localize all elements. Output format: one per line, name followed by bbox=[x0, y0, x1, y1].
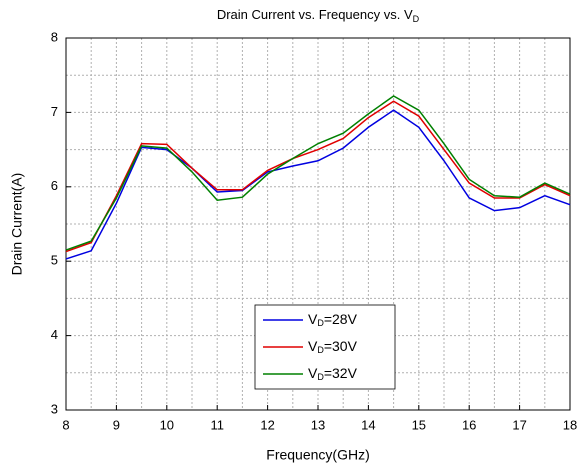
data-line bbox=[65, 100, 571, 253]
y-tick-label: 4 bbox=[51, 327, 58, 342]
y-axis-label: Drain Current(A) bbox=[9, 173, 25, 276]
x-tick-label: 14 bbox=[361, 417, 375, 432]
data-line bbox=[65, 95, 571, 251]
x-axis-label: Frequency(GHz) bbox=[266, 447, 369, 463]
x-tick-label: 16 bbox=[462, 417, 476, 432]
chart-title: Drain Current vs. Frequency vs. VD bbox=[217, 7, 420, 24]
plot-frame bbox=[65, 37, 571, 411]
x-tick-label: 15 bbox=[412, 417, 426, 432]
y-tick-label: 8 bbox=[51, 29, 58, 44]
x-tick-label: 17 bbox=[512, 417, 526, 432]
y-tick-label: 6 bbox=[51, 178, 58, 193]
data-line bbox=[65, 109, 571, 260]
x-tick-label: 11 bbox=[210, 417, 224, 432]
legend-label: VD=32V bbox=[308, 365, 358, 383]
x-tick-label: 18 bbox=[563, 417, 577, 432]
legend-label: VD=30V bbox=[308, 338, 358, 356]
x-tick-label: 10 bbox=[160, 417, 174, 432]
y-tick-label: 5 bbox=[51, 253, 58, 268]
x-tick-label: 9 bbox=[113, 417, 120, 432]
y-tick-label: 3 bbox=[51, 401, 58, 416]
x-tick-label: 12 bbox=[260, 417, 274, 432]
legend-label: VD=28V bbox=[308, 311, 358, 329]
y-tick-label: 7 bbox=[51, 104, 58, 119]
x-tick-label: 8 bbox=[62, 417, 69, 432]
x-tick-label: 13 bbox=[311, 417, 325, 432]
